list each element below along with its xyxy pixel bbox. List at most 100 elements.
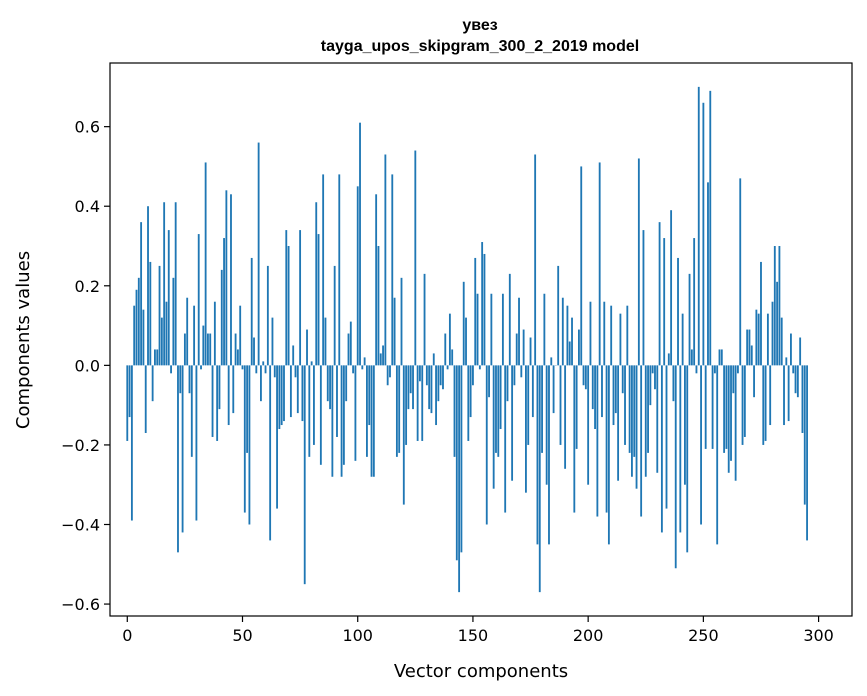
bar xyxy=(755,309,758,366)
bar xyxy=(439,365,442,386)
bar xyxy=(319,365,322,465)
bar xyxy=(349,321,352,366)
bar xyxy=(273,365,276,378)
y-tick-label: −0.4 xyxy=(61,515,100,534)
bar xyxy=(204,162,207,366)
chart-title-line2: tayga_upos_skipgram_300_2_2019 model xyxy=(321,38,639,55)
bar xyxy=(202,325,205,366)
bar xyxy=(660,365,663,533)
bar xyxy=(495,365,497,453)
bar xyxy=(605,365,608,513)
bar xyxy=(760,261,762,366)
y-tick-label: −0.6 xyxy=(61,595,100,614)
bar xyxy=(564,365,567,469)
bar xyxy=(313,365,315,445)
bar xyxy=(324,317,327,366)
bar xyxy=(363,357,366,366)
bar xyxy=(306,329,308,366)
bar xyxy=(737,365,739,374)
bar xyxy=(283,365,285,422)
bar xyxy=(460,365,463,553)
bar xyxy=(345,365,348,402)
bar xyxy=(757,313,760,366)
bar xyxy=(266,265,269,366)
bar xyxy=(538,365,541,593)
bar xyxy=(303,365,306,585)
bar xyxy=(260,365,262,402)
bar xyxy=(522,329,525,366)
bar xyxy=(637,158,640,366)
bar xyxy=(686,365,689,553)
bar xyxy=(628,365,631,453)
bar xyxy=(674,365,677,569)
bar xyxy=(702,102,705,366)
bar xyxy=(135,289,138,366)
bar xyxy=(181,365,184,533)
bar xyxy=(720,349,723,366)
bar xyxy=(133,305,136,366)
bar xyxy=(179,365,182,394)
bar xyxy=(391,174,394,366)
y-axis-label: Components values xyxy=(13,251,34,429)
bar xyxy=(707,182,709,366)
bar xyxy=(278,365,281,430)
bar xyxy=(780,317,783,366)
bar xyxy=(794,365,797,394)
bar xyxy=(142,309,145,366)
bar xyxy=(614,365,617,414)
bar xyxy=(511,365,514,481)
x-axis-ticks: 0 50 100 150 200 250 300 xyxy=(122,616,834,645)
bar xyxy=(188,365,191,394)
bar xyxy=(442,365,444,390)
bar xyxy=(743,365,746,437)
bar xyxy=(667,353,670,366)
bar xyxy=(310,361,313,366)
bar xyxy=(377,246,380,366)
bar xyxy=(366,365,368,457)
bar xyxy=(230,194,232,366)
bar xyxy=(405,365,408,445)
bar xyxy=(571,317,573,366)
bar xyxy=(624,365,626,445)
bar xyxy=(197,234,200,366)
bar xyxy=(126,365,129,441)
bar xyxy=(375,194,378,366)
bar xyxy=(785,357,788,366)
bar xyxy=(384,154,387,366)
bar xyxy=(693,238,696,366)
bar xyxy=(520,365,523,378)
bar xyxy=(677,257,679,366)
bar xyxy=(243,365,246,513)
bar xyxy=(412,365,414,410)
bar xyxy=(739,178,742,366)
x-tick-label: 0 xyxy=(122,626,132,645)
bar xyxy=(250,257,253,366)
bar xyxy=(269,365,272,541)
bar xyxy=(711,365,714,449)
bar xyxy=(601,365,603,418)
bar xyxy=(575,365,578,449)
bar xyxy=(292,345,295,366)
bar xyxy=(200,365,202,370)
bar xyxy=(727,365,730,473)
bar xyxy=(474,257,477,366)
x-tick-label: 250 xyxy=(688,626,719,645)
bar xyxy=(534,154,537,366)
bar xyxy=(596,365,599,517)
bar xyxy=(504,365,507,513)
bar xyxy=(402,365,405,505)
bar xyxy=(476,293,479,366)
bar xyxy=(448,313,451,366)
bar xyxy=(248,365,251,525)
bar xyxy=(806,365,808,541)
bar xyxy=(478,365,481,370)
bar xyxy=(289,365,292,418)
bar xyxy=(492,365,495,489)
bar xyxy=(787,365,790,422)
bar xyxy=(331,365,334,477)
bar xyxy=(137,277,140,366)
bar xyxy=(234,333,237,366)
bar xyxy=(232,365,235,414)
bar xyxy=(783,365,785,426)
bar xyxy=(621,365,624,394)
